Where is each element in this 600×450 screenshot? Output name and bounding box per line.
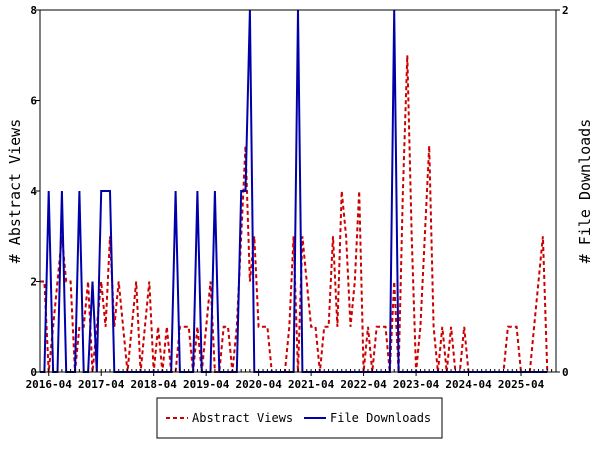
y-tick-label: 2 [30, 276, 37, 289]
y-tick-label: 6 [30, 95, 37, 108]
x-tick-label: 2019-04 [183, 378, 230, 391]
legend-label-file-downloads: File Downloads [330, 411, 431, 425]
x-tick-label: 2021-04 [288, 378, 335, 391]
y2-tick-label: 0 [562, 366, 569, 379]
y2-axis-label: # File Downloads [576, 119, 594, 264]
x-tick-label: 2016-04 [26, 378, 73, 391]
x-tick-label: 2025-04 [498, 378, 545, 391]
x-tick-label: 2024-04 [445, 378, 492, 391]
x-tick-label: 2017-04 [78, 378, 125, 391]
y-tick-label: 4 [30, 185, 37, 198]
series-line-abstract-views [40, 55, 549, 373]
legend: Abstract Views File Downloads [156, 397, 443, 439]
y-tick-label: 0 [30, 366, 37, 379]
y2-tick-label: 2 [562, 4, 569, 17]
x-tick-label: 2023-04 [393, 378, 440, 391]
axes: 2016-04 2017-04 2018-04 2019-04 2020-04 2021-… [26, 4, 569, 391]
x-tick-label: 2020-04 [235, 378, 282, 391]
x-tick-label: 2022-04 [340, 378, 387, 391]
y-tick-label: 8 [30, 4, 37, 17]
legend-label-abstract-views: Abstract Views [192, 411, 293, 425]
y-axis-label: # Abstract Views [6, 119, 24, 264]
legend-box [156, 397, 443, 439]
x-tick-label: 2018-04 [131, 378, 178, 391]
